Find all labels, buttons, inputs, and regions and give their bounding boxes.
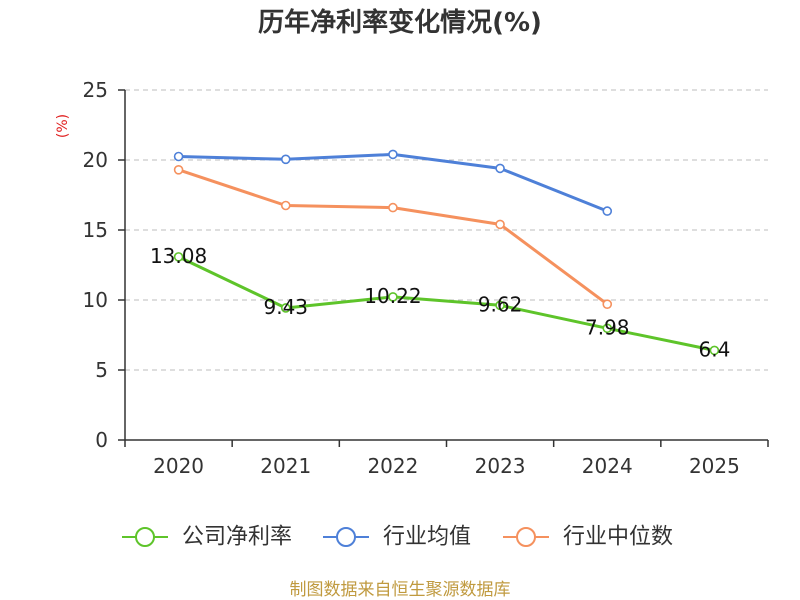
data-point-company-net-margin-2022 <box>388 292 398 302</box>
x-tick-label-2024: 2024 <box>582 454 633 478</box>
legend-marker-industry-average <box>336 527 356 547</box>
data-point-industry-average-2020 <box>173 151 184 162</box>
x-tick-label-2023: 2023 <box>475 454 526 478</box>
data-point-industry-average-2022 <box>388 149 398 160</box>
chart-title: 历年净利率变化情况(%) <box>258 7 542 38</box>
legend-label-industry-median: 行业中位数 <box>563 525 673 550</box>
data-point-company-net-margin-2025 <box>709 345 720 356</box>
data-point-industry-median-2023 <box>495 219 505 230</box>
data-label-company-net-margin-2025: 6.4 <box>699 337 731 361</box>
y-tick-label-10: 10 <box>83 288 108 312</box>
line-company-net-margin <box>177 255 716 352</box>
x-tick-label-2021: 2021 <box>260 454 311 478</box>
y-tick-label-0: 0 <box>95 428 108 452</box>
data-label-company-net-margin-2020: 13.08 <box>150 244 207 268</box>
legend-label-company-net-margin: 公司净利率 <box>182 525 292 550</box>
data-label-company-net-margin-2024: 7.98 <box>585 315 630 339</box>
data-point-company-net-margin-2024 <box>602 323 613 334</box>
legend-label-industry-average: 行业均值 <box>383 525 471 550</box>
data-point-industry-average-2023 <box>495 163 505 174</box>
data-label-company-net-margin-2022: 10.22 <box>364 284 421 308</box>
x-tick-label-2020: 2020 <box>153 454 204 478</box>
legend-item-industry-median[interactable]: 行业中位数 <box>503 525 673 550</box>
legend-item-company-net-margin[interactable]: 公司净利率 <box>122 525 292 550</box>
y-tick-label-15: 15 <box>83 218 108 242</box>
series-layer <box>173 149 720 356</box>
source-footer: 制图数据来自恒生聚源数据库 <box>290 580 511 600</box>
data-point-industry-average-2021 <box>280 154 291 165</box>
data-point-company-net-margin-2023 <box>495 300 505 311</box>
legend-marker-industry-median <box>516 527 536 547</box>
x-tick-label-2022: 2022 <box>367 454 418 478</box>
data-point-company-net-margin-2021 <box>280 303 291 313</box>
legend-marker-company-net-margin <box>135 527 155 547</box>
y-tick-label-20: 20 <box>83 148 108 172</box>
data-point-industry-median-2021 <box>280 200 291 211</box>
line-industry-average <box>177 152 609 213</box>
legend: 公司净利率 行业均值 行业中位数 <box>122 525 673 550</box>
y-tick-label-5: 5 <box>95 358 108 382</box>
data-point-industry-median-2024 <box>602 299 613 310</box>
data-point-industry-average-2024 <box>602 206 613 216</box>
gridlines <box>125 89 768 371</box>
x-tick-label-2025: 2025 <box>689 454 740 478</box>
data-point-industry-median-2022 <box>388 202 398 213</box>
data-labels-layer: 13.08 9.43 10.22 9.62 7.98 6.4 <box>150 244 730 362</box>
data-label-company-net-margin-2021: 9.43 <box>263 295 308 319</box>
data-label-company-net-margin-2023: 9.62 <box>478 292 523 316</box>
data-point-company-net-margin-2020 <box>173 252 184 262</box>
y-axis-label: (%) <box>55 114 71 138</box>
y-tick-label-25: 25 <box>83 78 108 102</box>
data-point-industry-median-2020 <box>173 165 184 175</box>
legend-item-industry-average[interactable]: 行业均值 <box>323 525 471 550</box>
